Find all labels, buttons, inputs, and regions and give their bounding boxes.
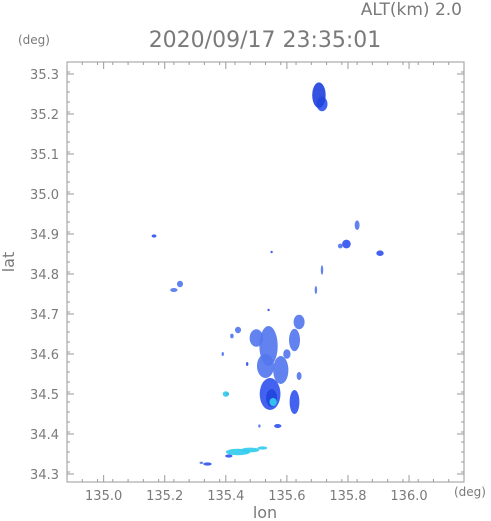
echo-cell: [234, 326, 242, 334]
echo-cell: [293, 314, 305, 330]
echo-layer: [151, 82, 384, 466]
y-tick-label: 34.5: [30, 388, 59, 403]
echo-cell: [245, 362, 249, 366]
echo-cell: [151, 234, 157, 238]
y-tick-label: 35.2: [30, 108, 59, 123]
echo-cell: [267, 308, 270, 312]
y-tick-label: 34.3: [30, 468, 59, 483]
y-axis-unit: (deg): [18, 33, 50, 47]
x-tick-label: 135.2: [146, 489, 183, 504]
echo-cell: [222, 391, 229, 397]
x-tick-label: 135.8: [329, 489, 366, 504]
echo-cell: [342, 239, 351, 249]
echo-cell: [283, 349, 291, 359]
echo-cell: [289, 390, 300, 414]
y-tick-label: 34.7: [30, 308, 59, 323]
altitude-label: ALT(km) 2.0: [361, 0, 462, 20]
echo-cell: [273, 356, 289, 384]
y-tick-label: 35.0: [30, 188, 59, 203]
echo-cell: [199, 461, 204, 464]
echo-cell: [170, 288, 178, 292]
plot-frame: [66, 61, 465, 483]
y-tick-label: 34.8: [30, 268, 59, 283]
echo-cell: [354, 220, 360, 230]
echo-cell: [289, 328, 301, 352]
y-tick-label: 35.1: [30, 148, 59, 163]
x-tick-label: 135.6: [268, 489, 305, 504]
y-tick-label: 34.6: [30, 348, 59, 363]
y-tick-label: 34.4: [30, 428, 59, 443]
y-axis-label: lat: [0, 252, 18, 273]
echo-cell: [270, 250, 273, 254]
echo-cell: [269, 398, 277, 406]
echo-cell: [274, 424, 282, 428]
echo-cell: [314, 286, 318, 294]
echo-cell: [337, 243, 343, 249]
chart-title: 2020/09/17 23:35:01: [149, 28, 382, 53]
echo-cell: [225, 454, 233, 458]
echo-cell: [176, 280, 184, 288]
x-axis-label: lon: [253, 503, 277, 521]
x-tick-label: 135.0: [85, 489, 122, 504]
echo-cell: [320, 265, 324, 275]
echo-cell: [256, 354, 275, 378]
echo-cell: [257, 446, 268, 450]
y-tick-label: 35.3: [30, 68, 59, 83]
echo-cell: [249, 329, 264, 347]
echo-cell: [258, 424, 261, 428]
y-tick-label: 34.9: [30, 228, 59, 243]
echo-cell: [241, 447, 260, 453]
echo-cell: [230, 333, 234, 339]
tick-layer: 135.0 135.2 135.4 135.6 135.8 136.0 34.3 34.4 34…: [30, 61, 465, 504]
echo-cell: [296, 372, 302, 380]
echo-cell: [221, 352, 224, 356]
x-tick-label: 136.0: [390, 489, 427, 504]
x-axis-unit: (deg): [454, 485, 486, 499]
echo-cell: [312, 82, 326, 108]
x-tick-label: 135.4: [207, 489, 244, 504]
echo-cell: [203, 462, 212, 466]
echo-cell: [376, 250, 384, 256]
